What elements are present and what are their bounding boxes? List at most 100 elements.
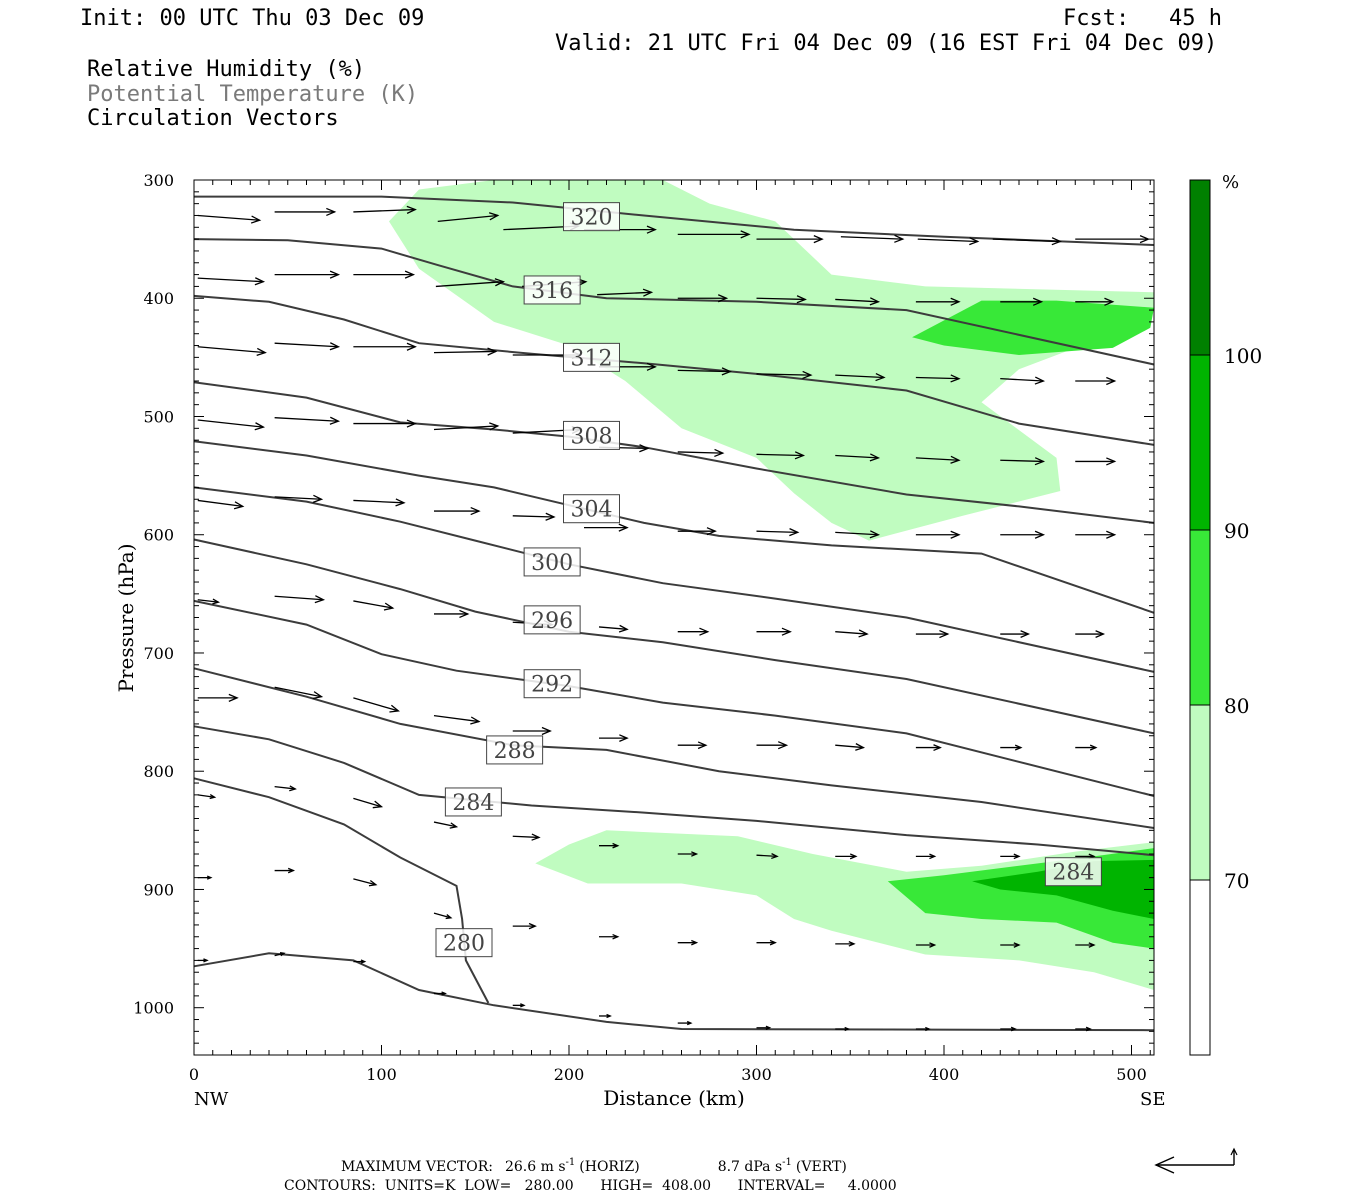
circulation-vector: [835, 941, 856, 947]
vector-head: [929, 942, 937, 948]
contour-label-box: [523, 547, 581, 577]
vector-head: [1034, 530, 1046, 539]
circulation-vector: [677, 741, 708, 750]
contour-label: 284: [1044, 857, 1102, 887]
x-tick-label: 300: [741, 1065, 772, 1084]
vector-head: [789, 528, 800, 537]
rh-region-90-100: [972, 859, 1154, 919]
vector-head: [939, 629, 950, 639]
circulation-vector: [434, 506, 481, 516]
vector-head: [869, 453, 881, 462]
contour-label-text: 300: [531, 551, 573, 576]
y-axis-title: Pressure (hPa): [114, 544, 138, 693]
circulation-vector: [756, 1025, 772, 1030]
colorbar-level-label: 80: [1224, 694, 1249, 718]
contour-label: 288: [486, 735, 544, 765]
circulation-vector: [1075, 297, 1115, 306]
vector-shaft: [915, 376, 960, 380]
circulation-vector: [353, 270, 416, 279]
max-vector-line: MAXIMUM VECTOR: 26.6 m s-1 (HORIZ) 8.7 dPa …: [341, 1157, 847, 1175]
vector-head: [329, 270, 341, 279]
circulation-vector: [435, 278, 506, 288]
circulation-vector: [1075, 942, 1096, 948]
vector-head: [289, 785, 297, 792]
circulation-vector: [677, 294, 729, 303]
vector-shaft: [677, 369, 731, 373]
vector-shaft: [274, 595, 324, 601]
vector-head: [950, 455, 961, 464]
isentrope-line: [193, 599, 1155, 797]
vector-head: [312, 691, 324, 700]
vector-head: [894, 234, 905, 243]
vector-head: [802, 370, 813, 380]
circulation-vector: [353, 959, 367, 964]
vector-head: [1139, 235, 1151, 244]
vector-head: [1032, 297, 1044, 306]
vector-head: [329, 416, 341, 425]
circulation-vector: [197, 419, 266, 431]
circulation-vector: [1000, 1026, 1017, 1032]
vector-shaft: [433, 425, 498, 431]
circulation-vector: [1000, 853, 1021, 860]
rh-region-80-90: [912, 300, 1154, 355]
contour-label-box: [563, 494, 620, 524]
vector-head: [233, 501, 245, 510]
vector-head: [314, 595, 326, 604]
circulation-vector: [353, 697, 400, 713]
vector-head: [794, 451, 806, 460]
reference-vector-icon: [1154, 1147, 1238, 1174]
circulation-vector: [1075, 744, 1098, 751]
circulation-vector: [835, 629, 869, 638]
vector-head: [383, 602, 395, 611]
vector-head: [545, 512, 556, 521]
valid-time: Valid: 21 UTC Fri 04 Dec 09 (16 EST Fri …: [555, 31, 1218, 56]
y-tick-label: 1000: [133, 999, 174, 1018]
vector-head: [619, 734, 629, 742]
tick-layer: 0 100 200 300 400 500 300 400 500 600 700 800 900 100…: [133, 171, 1154, 1084]
vector-head: [933, 744, 942, 752]
vector-head: [697, 741, 708, 750]
vector-head: [256, 347, 267, 357]
circulation-vector: [433, 347, 498, 356]
vector-head: [445, 914, 453, 920]
circulation-vector: [197, 346, 267, 357]
circulation-vector: [274, 867, 296, 874]
contour-label-text: 284: [1052, 861, 1094, 886]
field-rh-title: Relative Humidity (%): [87, 57, 366, 82]
circulation-vector: [512, 922, 537, 930]
isentrope-line: [194, 195, 1155, 246]
circulation-vector: [677, 851, 699, 857]
right-endpoint-label: SE: [1140, 1089, 1165, 1110]
colorbar-segment: [1189, 179, 1211, 356]
circulation-vector: [756, 627, 792, 636]
circulation-vector: [1075, 530, 1117, 539]
vector-shaft: [835, 298, 879, 303]
vector-head: [781, 627, 792, 636]
vector-head: [1106, 457, 1117, 466]
vector-head: [769, 939, 777, 946]
vector-head: [494, 278, 506, 287]
circulation-vector: [584, 523, 629, 532]
circulation-vector: [917, 237, 980, 246]
vector-head: [406, 205, 417, 214]
circulation-vector: [756, 741, 789, 750]
circulation-vector: [353, 797, 384, 809]
vector-head: [848, 941, 856, 947]
y-tick-label: 300: [143, 171, 174, 190]
vector-head: [368, 879, 378, 887]
contour-label: 284: [444, 787, 502, 817]
circulation-vector: [756, 939, 777, 946]
contour-label-box: [523, 275, 581, 305]
circulation-vector: [433, 912, 453, 920]
colorbar-segment: [1189, 354, 1211, 531]
circulation-vector: [353, 498, 406, 507]
colorbar-level-label: 100: [1224, 344, 1262, 368]
vector-shaft: [433, 350, 496, 354]
y-tick-label: 600: [143, 526, 174, 545]
vector-shaft: [756, 373, 811, 376]
vector-shaft: [353, 600, 393, 609]
vector-head: [925, 1026, 931, 1032]
vector-head: [254, 422, 266, 431]
vector-head: [646, 225, 657, 234]
circulation-vector: [433, 821, 459, 829]
